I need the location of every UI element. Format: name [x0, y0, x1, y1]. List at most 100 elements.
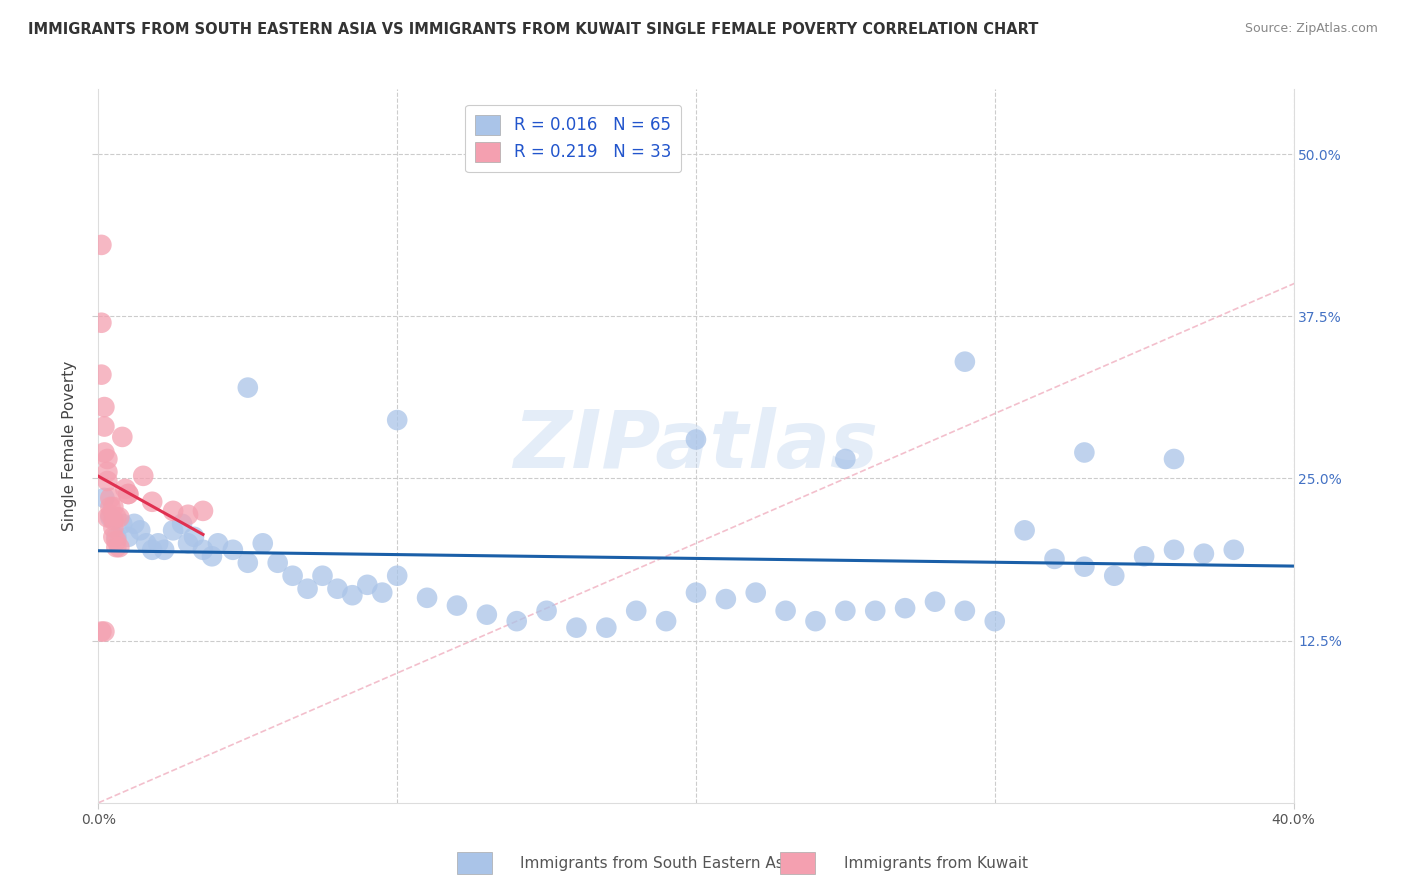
Point	[595, 621, 617, 635]
Point	[1043, 552, 1066, 566]
Point	[356, 578, 378, 592]
Point	[834, 452, 856, 467]
Text: IMMIGRANTS FROM SOUTH EASTERN ASIA VS IMMIGRANTS FROM KUWAIT SINGLE FEMALE POVER: IMMIGRANTS FROM SOUTH EASTERN ASIA VS IM…	[28, 22, 1039, 37]
Point	[191, 504, 214, 518]
Point	[385, 413, 409, 427]
Point	[98, 510, 122, 524]
Point	[714, 592, 737, 607]
Point	[93, 624, 115, 639]
Point	[1192, 547, 1215, 561]
Point	[834, 604, 856, 618]
Point	[98, 508, 122, 522]
Point	[252, 536, 274, 550]
Point	[183, 530, 205, 544]
Point	[103, 530, 125, 544]
Point	[236, 556, 259, 570]
Point	[1163, 452, 1185, 467]
Point	[281, 568, 304, 582]
Text: Immigrants from South Eastern Asia: Immigrants from South Eastern Asia	[520, 856, 797, 871]
Point	[141, 542, 163, 557]
Point	[1073, 445, 1095, 459]
Point	[1104, 568, 1126, 582]
Legend: R = 0.016   N = 65, R = 0.219   N = 33: R = 0.016 N = 65, R = 0.219 N = 33	[465, 104, 681, 172]
Point	[90, 238, 112, 252]
Point	[93, 491, 115, 505]
Point	[685, 585, 707, 599]
Point	[153, 542, 176, 557]
Point	[162, 524, 184, 538]
Point	[222, 542, 245, 557]
Point	[326, 582, 349, 596]
Point	[111, 516, 134, 531]
Point	[103, 521, 125, 535]
Point	[96, 452, 118, 467]
Point	[90, 316, 112, 330]
Y-axis label: Single Female Poverty: Single Female Poverty	[62, 361, 77, 531]
Point	[98, 500, 122, 514]
Point	[626, 604, 648, 618]
Point	[117, 487, 139, 501]
Point	[984, 614, 1007, 628]
Point	[90, 624, 112, 639]
Point	[311, 568, 333, 582]
Point	[103, 500, 125, 514]
Point	[103, 513, 125, 527]
Point	[96, 465, 118, 479]
Point	[93, 419, 115, 434]
Text: Source: ZipAtlas.com: Source: ZipAtlas.com	[1244, 22, 1378, 36]
Point	[416, 591, 439, 605]
Point	[105, 510, 128, 524]
Point	[1163, 542, 1185, 557]
Point	[108, 510, 131, 524]
Point	[105, 530, 128, 544]
Point	[93, 400, 115, 414]
Point	[114, 482, 136, 496]
Point	[236, 381, 259, 395]
Point	[655, 614, 678, 628]
Point	[924, 595, 946, 609]
Point	[1073, 559, 1095, 574]
Point	[117, 487, 139, 501]
Point	[385, 568, 409, 582]
Point	[745, 585, 768, 599]
Point	[98, 491, 122, 505]
Text: ZIPatlas: ZIPatlas	[513, 407, 879, 485]
Point	[475, 607, 498, 622]
Point	[804, 614, 827, 628]
Point	[371, 585, 394, 599]
Point	[865, 604, 887, 618]
Point	[177, 536, 200, 550]
Point	[953, 604, 976, 618]
Point	[267, 556, 290, 570]
Point	[132, 468, 155, 483]
Point	[342, 588, 364, 602]
Point	[685, 433, 707, 447]
Point	[1014, 524, 1036, 538]
Point	[117, 530, 139, 544]
Point	[536, 604, 558, 618]
Point	[162, 504, 184, 518]
Point	[446, 599, 468, 613]
Point	[141, 495, 163, 509]
Point	[775, 604, 797, 618]
Point	[148, 536, 170, 550]
Point	[129, 524, 152, 538]
Point	[90, 368, 112, 382]
Point	[93, 445, 115, 459]
Text: Immigrants from Kuwait: Immigrants from Kuwait	[844, 856, 1028, 871]
Point	[111, 430, 134, 444]
Point	[1133, 549, 1156, 564]
Point	[108, 540, 131, 554]
Point	[105, 533, 128, 548]
Point	[96, 510, 118, 524]
Point	[894, 601, 917, 615]
Point	[506, 614, 529, 628]
Point	[105, 540, 128, 554]
Point	[124, 516, 146, 531]
Point	[201, 549, 224, 564]
Point	[1223, 542, 1246, 557]
Point	[135, 536, 157, 550]
Point	[191, 542, 214, 557]
Point	[565, 621, 588, 635]
Point	[177, 508, 200, 522]
